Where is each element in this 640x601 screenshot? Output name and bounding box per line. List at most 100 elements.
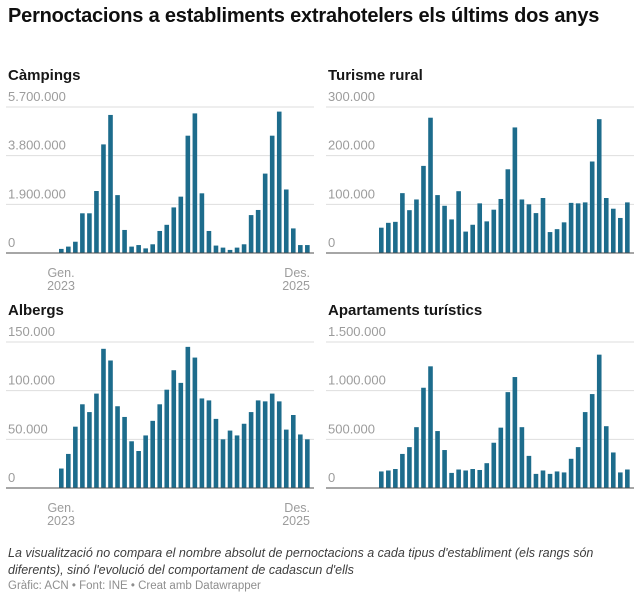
bar — [491, 442, 497, 488]
bar — [241, 244, 247, 253]
y-tick-label: 0 — [8, 235, 15, 250]
y-tick-label: 200.000 — [328, 138, 375, 153]
bar — [618, 217, 623, 253]
x-tick-label: 2023 — [47, 514, 75, 528]
y-tick-label: 1.500.000 — [328, 324, 386, 339]
bar — [484, 221, 490, 253]
bar — [463, 470, 468, 488]
bar — [575, 447, 581, 488]
bar — [603, 198, 609, 253]
bar — [547, 473, 553, 488]
panel-turisme-rural: Turisme rural 0 100.000 200.000 300.000 — [320, 58, 640, 293]
bar — [470, 224, 475, 253]
y-tick-label: 1.000.000 — [328, 373, 386, 388]
x-tick-label: 2025 — [282, 514, 310, 528]
bar — [199, 193, 205, 253]
bar — [269, 393, 275, 488]
bar — [582, 412, 588, 488]
bar — [185, 346, 191, 488]
bar — [269, 135, 275, 253]
bar — [428, 117, 433, 254]
bar — [276, 401, 282, 488]
y-tick-label: 3.800.000 — [8, 138, 66, 153]
bar — [498, 198, 504, 253]
bar — [456, 469, 461, 488]
bar — [262, 173, 268, 253]
plot-turisme-rural: 0 100.000 200.000 300.000 — [320, 82, 640, 293]
bar — [582, 202, 588, 253]
bar — [185, 135, 191, 253]
bar — [283, 189, 289, 253]
bar — [305, 439, 310, 488]
chart-main-title: Pernoctacions a establiments extrahotele… — [8, 5, 600, 27]
y-tick-label: 1.900.000 — [8, 186, 66, 201]
bar — [213, 418, 219, 488]
y-tick-label: 150.000 — [8, 324, 55, 339]
panel-title-albergs: Albergs — [8, 302, 64, 319]
bar — [519, 199, 525, 253]
bar — [87, 213, 92, 253]
bar — [241, 423, 247, 488]
bar — [101, 144, 106, 253]
bar — [298, 434, 303, 488]
bar — [533, 473, 539, 488]
bar — [618, 472, 623, 488]
x-tick-label: Des. — [284, 501, 310, 515]
bar — [206, 230, 212, 253]
bar — [227, 249, 233, 253]
byline: Gràfic: ACN • Font: INE • Creat amb Data… — [8, 580, 261, 592]
x-tick-label: Gen. — [47, 266, 74, 280]
bar — [498, 427, 504, 488]
bar — [108, 360, 113, 488]
bar — [603, 426, 609, 488]
bar — [442, 450, 447, 488]
bar — [171, 207, 177, 253]
bar — [206, 400, 212, 488]
x-tick-label: 2025 — [282, 279, 310, 293]
bar — [554, 471, 560, 488]
bar — [526, 455, 532, 488]
y-tick-label: 50.000 — [8, 421, 48, 436]
y-tick-label: 0 — [8, 470, 15, 485]
bar — [505, 169, 511, 253]
bar — [199, 398, 205, 488]
bar — [122, 416, 127, 488]
bar — [255, 400, 261, 488]
bar — [512, 127, 518, 253]
bar — [290, 228, 296, 253]
bar — [407, 447, 412, 488]
bar — [157, 404, 163, 488]
bar — [393, 221, 398, 253]
bar — [129, 441, 134, 488]
bar — [115, 406, 120, 488]
chart-svg-apartaments-turistics: 0 500.000 1.000.000 1.500.000 — [326, 324, 634, 489]
bar — [283, 429, 289, 488]
bar — [554, 229, 560, 253]
bar — [73, 426, 78, 488]
y-tick-label: 0 — [328, 235, 335, 250]
plot-campings: 0 1.900.000 3.800.000 5.700.000 Gen. 2023 Des.… — [0, 82, 320, 293]
bar — [157, 230, 163, 253]
bar — [150, 244, 155, 253]
bar — [164, 389, 170, 488]
bar — [610, 208, 616, 253]
bar — [568, 458, 574, 488]
bar — [379, 471, 384, 488]
bar — [491, 209, 497, 253]
bar — [463, 231, 468, 253]
bar — [129, 246, 134, 253]
bar — [625, 469, 630, 488]
bar — [540, 470, 546, 488]
bar — [248, 215, 254, 253]
plot-apartaments-turistics: 0 500.000 1.000.000 1.500.000 — [320, 317, 640, 528]
bar — [625, 202, 630, 253]
panel-albergs: Albergs 0 50.000 100.000 150.000 Gen. 2023 Des… — [0, 293, 320, 528]
bar — [59, 468, 64, 488]
y-tick-label: 0 — [328, 470, 335, 485]
bar — [136, 451, 141, 488]
bar — [192, 357, 198, 488]
bar — [477, 203, 483, 253]
x-tick-label: Gen. — [47, 501, 74, 515]
footnote: La visualització no compara el nombre ab… — [8, 546, 594, 577]
bar — [561, 222, 567, 253]
